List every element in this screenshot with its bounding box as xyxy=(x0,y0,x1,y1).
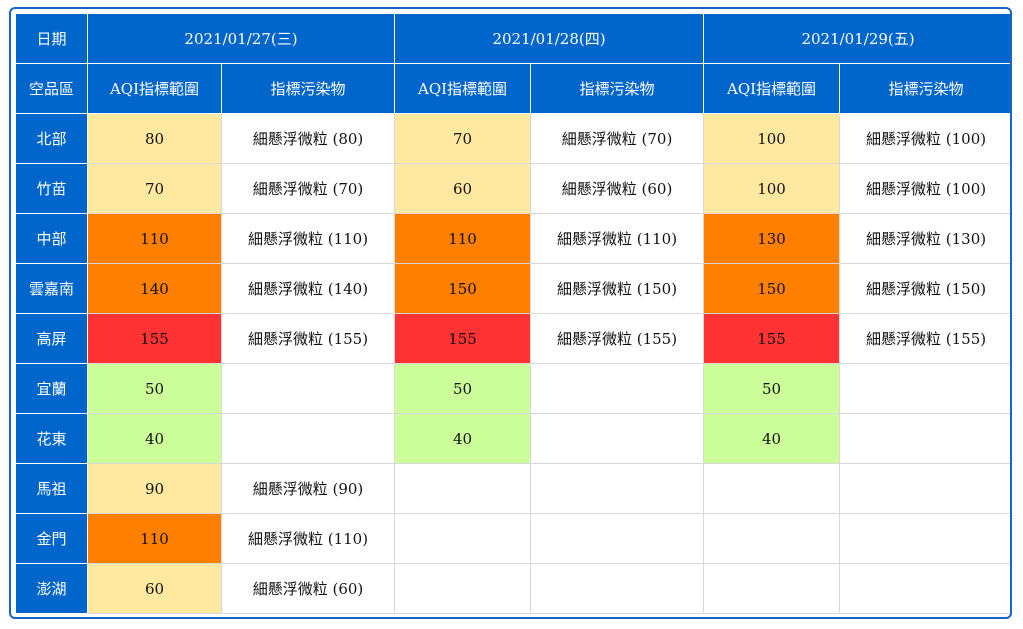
pollutant-cell xyxy=(839,513,1010,564)
aqi-value-cell xyxy=(394,463,532,514)
region-name: 中部 xyxy=(15,213,88,264)
aqi-value-cell: 110 xyxy=(87,213,222,264)
table-row: 北部 80 細懸浮微粒 (80) 70 細懸浮微粒 (70) 100 細懸浮微粒 (100) xyxy=(15,113,1010,164)
pollutant-cell: 細懸浮微粒 (100) xyxy=(839,113,1010,164)
aqi-value-cell: 100 xyxy=(703,113,841,164)
pollutant-cell: 細懸浮微粒 (110) xyxy=(220,213,396,264)
pollutant-cell: 細懸浮微粒 (100) xyxy=(839,163,1010,214)
aqi-column-header: AQI指標範圍 xyxy=(394,63,532,114)
pollutant-cell: 細懸浮微粒 (150) xyxy=(530,263,705,314)
aqi-value-cell: 110 xyxy=(87,513,222,564)
pollutant-cell xyxy=(839,563,1010,614)
aqi-value-cell: 155 xyxy=(394,313,532,364)
aqi-value-cell: 60 xyxy=(394,163,532,214)
pollutant-cell: 細懸浮微粒 (110) xyxy=(220,513,396,564)
aqi-value-cell: 50 xyxy=(87,363,222,414)
pollutant-cell: 細懸浮微粒 (60) xyxy=(530,163,705,214)
pollutant-cell: 細懸浮微粒 (80) xyxy=(220,113,396,164)
pollutant-cell: 細懸浮微粒 (130) xyxy=(839,213,1010,264)
region-name: 宜蘭 xyxy=(15,363,88,414)
aqi-value-cell xyxy=(394,563,532,614)
table-row: 雲嘉南 140 細懸浮微粒 (140) 150 細懸浮微粒 (150) 150 細懸浮微粒 … xyxy=(15,263,1010,314)
pollutant-cell: 細懸浮微粒 (155) xyxy=(839,313,1010,364)
region-name: 金門 xyxy=(15,513,88,564)
date-header-day-3: 2021/01/29(五) xyxy=(703,13,1010,64)
pollutant-cell: 細懸浮微粒 (70) xyxy=(220,163,396,214)
aqi-value-cell: 40 xyxy=(394,413,532,464)
aqi-column-header: AQI指標範圍 xyxy=(87,63,222,114)
pollutant-cell xyxy=(839,363,1010,414)
aqi-value-cell: 40 xyxy=(703,413,841,464)
aqi-value-cell: 50 xyxy=(394,363,532,414)
aqi-value-cell: 150 xyxy=(703,263,841,314)
aqi-value-cell xyxy=(703,463,841,514)
aqi-value-cell xyxy=(703,513,841,564)
pollutant-column-header: 指標污染物 xyxy=(839,63,1010,114)
aqi-value-cell: 70 xyxy=(394,113,532,164)
pollutant-column-header: 指標污染物 xyxy=(530,63,705,114)
pollutant-cell xyxy=(839,413,1010,464)
pollutant-cell: 細懸浮微粒 (140) xyxy=(220,263,396,314)
aqi-value-cell: 150 xyxy=(394,263,532,314)
table-row: 金門 110 細懸浮微粒 (110) xyxy=(15,513,1010,564)
pollutant-cell xyxy=(220,363,396,414)
date-header-day-1: 2021/01/27(三) xyxy=(86,13,396,64)
region-name: 北部 xyxy=(15,113,88,164)
date-header-label: 日期 xyxy=(15,13,88,64)
pollutant-cell: 細懸浮微粒 (150) xyxy=(839,263,1010,314)
aqi-value-cell: 40 xyxy=(87,413,222,464)
region-name: 雲嘉南 xyxy=(15,263,88,314)
aqi-value-cell: 100 xyxy=(703,163,841,214)
pollutant-cell xyxy=(530,413,705,464)
pollutant-cell xyxy=(530,513,705,564)
aqi-value-cell: 155 xyxy=(87,313,222,364)
region-name: 竹苗 xyxy=(15,163,88,214)
pollutant-cell xyxy=(220,413,396,464)
aqi-column-header: AQI指標範圍 xyxy=(703,63,841,114)
aqi-forecast-table: 日期 2021/01/27(三) 2021/01/28(四) 2021/01/2… xyxy=(15,13,1010,614)
region-name: 馬祖 xyxy=(15,463,88,514)
pollutant-cell xyxy=(530,363,705,414)
region-name: 高屏 xyxy=(15,313,88,364)
aqi-value-cell: 50 xyxy=(703,363,841,414)
aqi-value-cell: 70 xyxy=(87,163,222,214)
aqi-value-cell: 155 xyxy=(703,313,841,364)
pollutant-cell: 細懸浮微粒 (155) xyxy=(530,313,705,364)
pollutant-cell: 細懸浮微粒 (155) xyxy=(220,313,396,364)
pollutant-cell xyxy=(530,563,705,614)
aqi-value-cell: 110 xyxy=(394,213,532,264)
header-row-dates: 日期 2021/01/27(三) 2021/01/28(四) 2021/01/2… xyxy=(15,13,1010,64)
table-row: 竹苗 70 細懸浮微粒 (70) 60 細懸浮微粒 (60) 100 細懸浮微粒 (100) xyxy=(15,163,1010,214)
aqi-value-cell: 140 xyxy=(87,263,222,314)
aqi-forecast-panel: 日期 2021/01/27(三) 2021/01/28(四) 2021/01/2… xyxy=(9,7,1012,619)
pollutant-column-header: 指標污染物 xyxy=(220,63,396,114)
pollutant-cell: 細懸浮微粒 (70) xyxy=(530,113,705,164)
aqi-value-cell: 130 xyxy=(703,213,841,264)
aqi-value-cell: 60 xyxy=(87,563,222,614)
aqi-value-cell xyxy=(394,513,532,564)
table-row: 高屏 155 細懸浮微粒 (155) 155 細懸浮微粒 (155) 155 細懸浮微粒 (… xyxy=(15,313,1010,364)
table-row: 花東 40 40 40 xyxy=(15,413,1010,464)
pollutant-cell: 細懸浮微粒 (110) xyxy=(530,213,705,264)
pollutant-cell xyxy=(839,463,1010,514)
pollutant-cell xyxy=(530,463,705,514)
region-name: 澎湖 xyxy=(15,563,88,614)
region-name: 花東 xyxy=(15,413,88,464)
pollutant-cell: 細懸浮微粒 (90) xyxy=(220,463,396,514)
aqi-value-cell: 80 xyxy=(87,113,222,164)
date-header-day-2: 2021/01/28(四) xyxy=(394,13,705,64)
pollutant-cell: 細懸浮微粒 (60) xyxy=(220,563,396,614)
header-row-columns: 空品區 AQI指標範圍 指標污染物 AQI指標範圍 指標污染物 AQI指標範圍 … xyxy=(15,63,1010,114)
table-row: 澎湖 60 細懸浮微粒 (60) xyxy=(15,563,1010,614)
table-row: 中部 110 細懸浮微粒 (110) 110 細懸浮微粒 (110) 130 細懸浮微粒 (… xyxy=(15,213,1010,264)
aqi-table-body: 北部 80 細懸浮微粒 (80) 70 細懸浮微粒 (70) 100 細懸浮微粒 (100)… xyxy=(15,113,1010,614)
aqi-value-cell: 90 xyxy=(87,463,222,514)
aqi-value-cell xyxy=(703,563,841,614)
table-row: 宜蘭 50 50 50 xyxy=(15,363,1010,414)
region-header-label: 空品區 xyxy=(15,63,88,114)
table-row: 馬祖 90 細懸浮微粒 (90) xyxy=(15,463,1010,514)
